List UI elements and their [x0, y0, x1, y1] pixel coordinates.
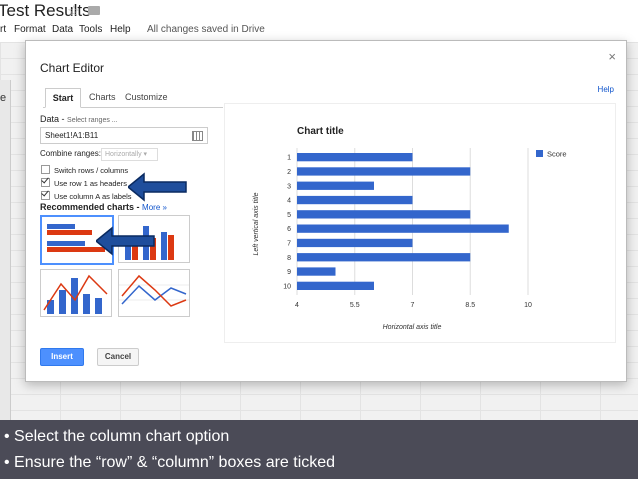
x-tick-label: 5.5 [350, 302, 360, 309]
tab-bar: Start Charts Customize [43, 88, 223, 108]
row-header-marker: e [0, 92, 7, 104]
cancel-button[interactable]: Cancel [97, 348, 139, 366]
annotation-arrow-icon [128, 172, 187, 202]
thumb-combo-chart[interactable] [40, 269, 112, 317]
y-tick-label: 10 [283, 283, 291, 290]
bar-chart-icon [47, 224, 105, 252]
menu-insert[interactable]: rt [0, 24, 7, 35]
save-status: All changes saved in Drive [147, 24, 265, 35]
menu-help[interactable]: Help [110, 24, 131, 35]
menu-bar: rt Format Data Tools Help All changes sa… [0, 22, 638, 38]
y-axis-title: Left vertical axis title [253, 192, 260, 255]
caption-line-1: • Select the column chart option [4, 428, 230, 445]
combine-value: Horizontally [105, 151, 142, 158]
bar [297, 181, 374, 190]
checkbox-checked-icon[interactable] [41, 178, 50, 187]
y-tick-label: 5 [287, 212, 291, 219]
dialog-title: Chart Editor [40, 61, 105, 75]
recommended-charts-label: Recommended charts - More » [40, 202, 167, 212]
bar [297, 210, 471, 219]
bar-chart: 4 5.5 7 8.5 10 1 2 3 4 5 6 7 8 9 10 Chart title Horizont… [253, 126, 567, 331]
data-sublabel: Select ranges ... [67, 117, 118, 124]
grid-icon[interactable] [192, 131, 203, 141]
range-value: Sheet1!A1:B11 [45, 131, 99, 140]
combine-select[interactable]: Horizontally ▾ [101, 148, 158, 161]
folder-icon[interactable] [88, 6, 100, 15]
more-link[interactable]: More » [142, 203, 167, 212]
x-axis-title: Horizontal axis title [383, 324, 442, 331]
tab-charts[interactable]: Charts [89, 92, 116, 102]
menu-tools[interactable]: Tools [79, 24, 103, 35]
checkbox-row-headers[interactable]: Use row 1 as headers [41, 178, 127, 188]
checkbox-label: Switch rows / columns [54, 166, 129, 175]
bar [297, 281, 374, 290]
combo-chart-icon [43, 274, 108, 314]
y-tick-label: 3 [287, 183, 291, 190]
recommended-label: Recommended charts - [40, 202, 140, 212]
checkbox-checked-icon[interactable] [41, 191, 50, 200]
annotation-arrow-icon [96, 226, 155, 256]
checkbox-switch-rows[interactable]: Switch rows / columns [41, 165, 128, 175]
checkbox-label: Use row 1 as headers [54, 179, 127, 188]
help-link[interactable]: Help [597, 85, 614, 94]
document-title[interactable]: Test Results [0, 1, 91, 20]
x-tick-label: 10 [524, 302, 532, 309]
bar [297, 195, 413, 205]
tab-start[interactable]: Start [45, 88, 81, 108]
checkbox-icon[interactable] [41, 165, 50, 174]
menu-format[interactable]: Format [14, 24, 46, 35]
star-icon[interactable]: ☆ [67, 3, 81, 20]
bar [297, 224, 509, 233]
bar [297, 267, 336, 276]
x-tick-label: 8.5 [465, 302, 475, 309]
y-tick-label: 6 [287, 226, 291, 233]
y-tick-label: 4 [287, 198, 291, 205]
range-input[interactable]: Sheet1!A1:B11 [40, 127, 208, 144]
bar [297, 153, 413, 162]
chart-title: Chart title [297, 126, 344, 137]
checkbox-column-labels[interactable]: Use column A as labels [41, 191, 132, 201]
legend-label: Score [547, 150, 567, 159]
data-label-text: Data - [40, 114, 65, 124]
caption-bar: • Select the column chart option • Ensur… [0, 420, 638, 479]
y-tick-label: 7 [287, 240, 291, 247]
chart-preview: 4 5.5 7 8.5 10 1 2 3 4 5 6 7 8 9 10 Chart title Horizont… [224, 103, 616, 343]
data-label: Data - Select ranges ... [40, 114, 118, 124]
legend-swatch [536, 150, 543, 157]
caption-text-2: Ensure the “row” & “column” boxes are ti… [14, 454, 336, 471]
line-chart-icon [119, 274, 189, 307]
y-tick-label: 8 [287, 255, 291, 262]
bar [297, 167, 471, 176]
close-icon[interactable]: × [608, 49, 616, 64]
caption-line-2: • Ensure the “row” & “column” boxes are … [4, 454, 336, 471]
y-tick-label: 1 [287, 155, 291, 162]
title-bar: Test Results ☆ [0, 0, 638, 22]
chart-editor-dialog: Chart Editor × Help Start Charts Customi… [25, 40, 627, 382]
thumb-line-chart[interactable] [118, 269, 190, 317]
bar [297, 253, 471, 262]
x-tick-label: 4 [295, 302, 299, 309]
caption-text-1: Select the column chart option [14, 428, 230, 445]
row-header [0, 80, 11, 420]
tab-customize[interactable]: Customize [125, 92, 168, 102]
checkbox-label: Use column A as labels [54, 192, 132, 201]
combine-label: Combine ranges: [40, 149, 101, 158]
insert-button[interactable]: Insert [40, 348, 84, 366]
menu-data[interactable]: Data [52, 24, 74, 35]
x-tick-label: 7 [411, 302, 415, 309]
bar [297, 238, 413, 248]
y-tick-label: 9 [287, 269, 291, 276]
y-tick-label: 2 [287, 169, 291, 176]
